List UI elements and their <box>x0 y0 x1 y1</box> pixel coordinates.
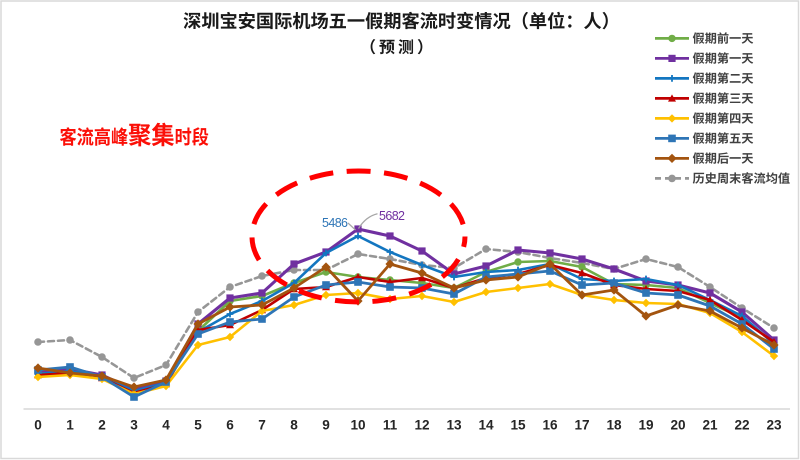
svg-text:16: 16 <box>542 417 558 432</box>
svg-text:21: 21 <box>702 417 718 432</box>
svg-text:18: 18 <box>606 417 622 432</box>
svg-text:0: 0 <box>34 417 42 432</box>
svg-text:17: 17 <box>574 417 589 432</box>
svg-text:13: 13 <box>446 417 462 432</box>
svg-text:15: 15 <box>510 417 526 432</box>
svg-text:5: 5 <box>194 417 202 432</box>
svg-text:22: 22 <box>734 417 750 432</box>
svg-text:11: 11 <box>383 417 398 432</box>
svg-text:5486: 5486 <box>322 216 348 230</box>
svg-text:10: 10 <box>350 417 365 432</box>
svg-text:3: 3 <box>130 417 138 432</box>
svg-text:14: 14 <box>478 417 494 432</box>
svg-text:12: 12 <box>414 417 430 432</box>
svg-text:8: 8 <box>290 417 298 432</box>
svg-text:6: 6 <box>226 417 234 432</box>
svg-text:5682: 5682 <box>379 209 405 223</box>
svg-text:23: 23 <box>766 417 782 432</box>
svg-text:9: 9 <box>322 417 330 432</box>
svg-text:2: 2 <box>98 417 106 432</box>
svg-text:4: 4 <box>162 417 170 432</box>
svg-text:7: 7 <box>258 417 266 432</box>
svg-text:20: 20 <box>670 417 685 432</box>
svg-text:1: 1 <box>66 417 74 432</box>
svg-text:19: 19 <box>638 417 654 432</box>
